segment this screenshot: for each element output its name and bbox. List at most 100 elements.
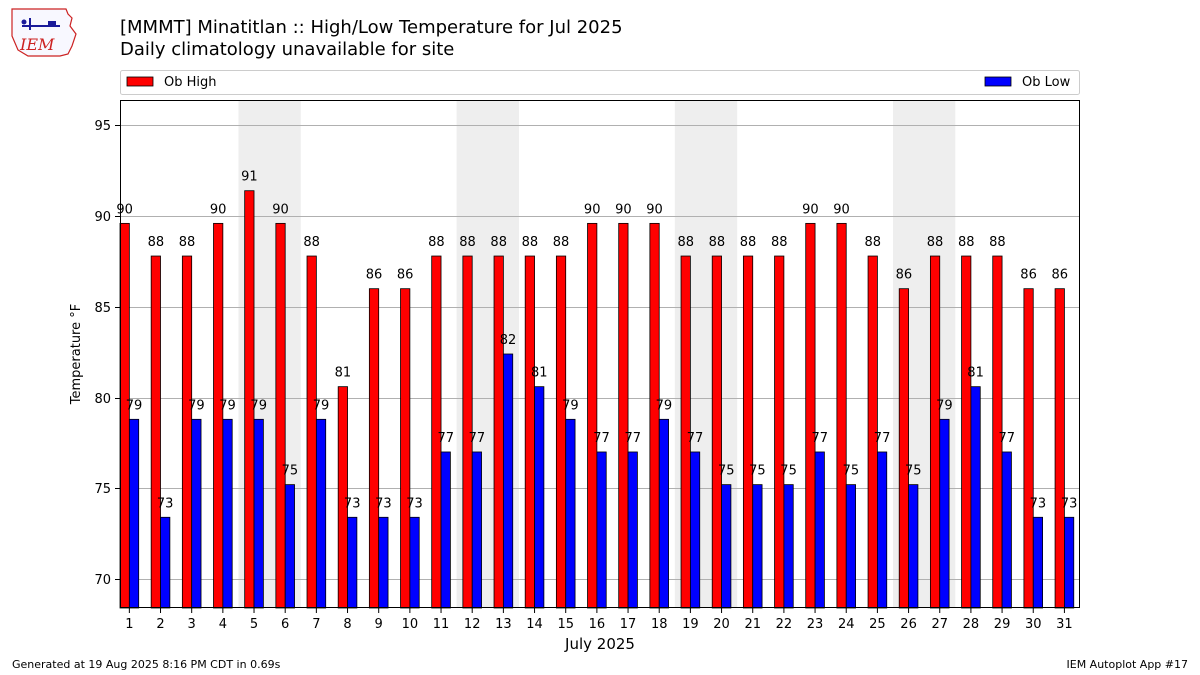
- bar-low: [440, 451, 451, 609]
- data-label-high: 88: [490, 235, 507, 250]
- data-label-high: 81: [335, 366, 352, 381]
- legend-box: [120, 70, 1080, 95]
- data-label-high: 90: [210, 202, 227, 217]
- data-label-low: 73: [375, 496, 392, 511]
- bar-low: [253, 418, 264, 609]
- data-label-low: 79: [126, 398, 143, 413]
- data-label-high: 88: [677, 235, 694, 250]
- chart-title: [MMMT] Minatitlan :: High/Low Temperatur…: [120, 17, 623, 38]
- x-tick-label: 12: [464, 617, 481, 632]
- data-label-high: 91: [241, 170, 258, 185]
- x-tick-label: 7: [312, 617, 320, 632]
- legend-label-high: Ob High: [164, 75, 217, 90]
- bar-low: [191, 418, 202, 609]
- data-label-low: 77: [874, 431, 891, 446]
- data-label-high: 88: [459, 235, 476, 250]
- bar-low: [128, 418, 140, 609]
- bar-high: [306, 255, 317, 609]
- data-label-high: 90: [615, 202, 632, 217]
- x-tick-label: 15: [557, 617, 574, 632]
- bar-low: [378, 516, 389, 609]
- x-tick-label: 17: [620, 617, 637, 632]
- data-label-high: 86: [896, 268, 913, 283]
- generated-timestamp: Generated at 19 Aug 2025 8:16 PM CDT in …: [12, 658, 281, 671]
- data-label-high: 90: [584, 202, 601, 217]
- bar-high: [368, 288, 380, 609]
- data-label-high: 88: [989, 235, 1006, 250]
- data-label-low: 81: [531, 366, 548, 381]
- data-label-low: 79: [188, 398, 205, 413]
- y-tick-label: 80: [94, 392, 111, 407]
- data-label-high: 88: [303, 235, 320, 250]
- bar-low: [502, 353, 514, 609]
- data-label-low: 73: [1030, 496, 1047, 511]
- data-label-low: 77: [624, 431, 641, 446]
- data-label-high: 86: [366, 268, 383, 283]
- x-tick-label: 8: [343, 617, 351, 632]
- bar-labels: 90 79 88 73 88 79 90 79 91 79 90 75 88 79 81 73 86 73 86 73…: [116, 170, 1077, 512]
- bar-high: [400, 288, 411, 609]
- bar-low: [689, 451, 701, 609]
- bar-high: [836, 222, 847, 609]
- bar-low: [565, 418, 576, 609]
- x-tick-label: 5: [250, 617, 258, 632]
- data-label-high: 88: [522, 235, 539, 250]
- iem-logo: IEM: [11, 8, 77, 57]
- bar-high: [961, 255, 972, 609]
- data-label-low: 75: [905, 464, 922, 479]
- x-tick-label: 26: [900, 617, 917, 632]
- x-tick-label: 14: [526, 617, 543, 632]
- bar-low: [814, 451, 825, 609]
- data-label-high: 90: [272, 202, 289, 217]
- data-label-high: 88: [428, 235, 445, 250]
- legend-label-low: Ob Low: [1022, 75, 1071, 90]
- logo-text: IEM: [19, 35, 55, 54]
- x-tick-label: 18: [651, 617, 668, 632]
- x-tick-label: 31: [1056, 617, 1073, 632]
- y-axis-label: Temperature °F: [69, 304, 84, 405]
- bar-low: [939, 418, 950, 609]
- data-label-low: 75: [749, 464, 766, 479]
- x-tick-label: 10: [402, 617, 419, 632]
- bar-high: [213, 222, 224, 609]
- bar-low: [627, 451, 638, 609]
- data-label-high: 90: [802, 202, 819, 217]
- bar-high: [929, 255, 941, 609]
- bar-high: [774, 255, 785, 609]
- data-label-high: 86: [1051, 268, 1068, 283]
- y-tick-label: 95: [94, 119, 111, 134]
- bar-high: [711, 255, 722, 609]
- data-label-low: 73: [1061, 496, 1078, 511]
- bars: [119, 190, 1075, 609]
- data-label-low: 75: [843, 464, 860, 479]
- bar-low: [315, 418, 327, 609]
- bar-high: [649, 222, 660, 609]
- data-label-low: 77: [687, 431, 704, 446]
- bar-low: [752, 484, 763, 609]
- y-tick-label: 70: [94, 573, 111, 588]
- legend-swatch-high: [126, 76, 154, 87]
- data-label-low: 79: [219, 398, 236, 413]
- data-label-low: 75: [718, 464, 735, 479]
- bar-low: [877, 451, 888, 609]
- data-label-low: 79: [936, 398, 953, 413]
- data-label-low: 79: [562, 398, 579, 413]
- x-tick-label: 4: [219, 617, 227, 632]
- x-tick-label: 30: [1025, 617, 1042, 632]
- x-tick-label: 11: [433, 617, 450, 632]
- data-label-high: 90: [116, 202, 133, 217]
- bar-high: [555, 255, 567, 609]
- data-label-high: 86: [397, 268, 414, 283]
- bar-high: [1054, 288, 1065, 609]
- x-tick-label: 16: [589, 617, 606, 632]
- bar-low: [1001, 451, 1012, 609]
- legend-swatch-low: [984, 76, 1012, 87]
- data-label-low: 75: [282, 464, 299, 479]
- bar-high: [898, 288, 909, 609]
- x-tick-label: 27: [931, 617, 948, 632]
- x-tick-label: 24: [838, 617, 855, 632]
- x-tick-label: 23: [807, 617, 824, 632]
- x-tick-label: 3: [188, 617, 196, 632]
- x-tick-label: 21: [744, 617, 761, 632]
